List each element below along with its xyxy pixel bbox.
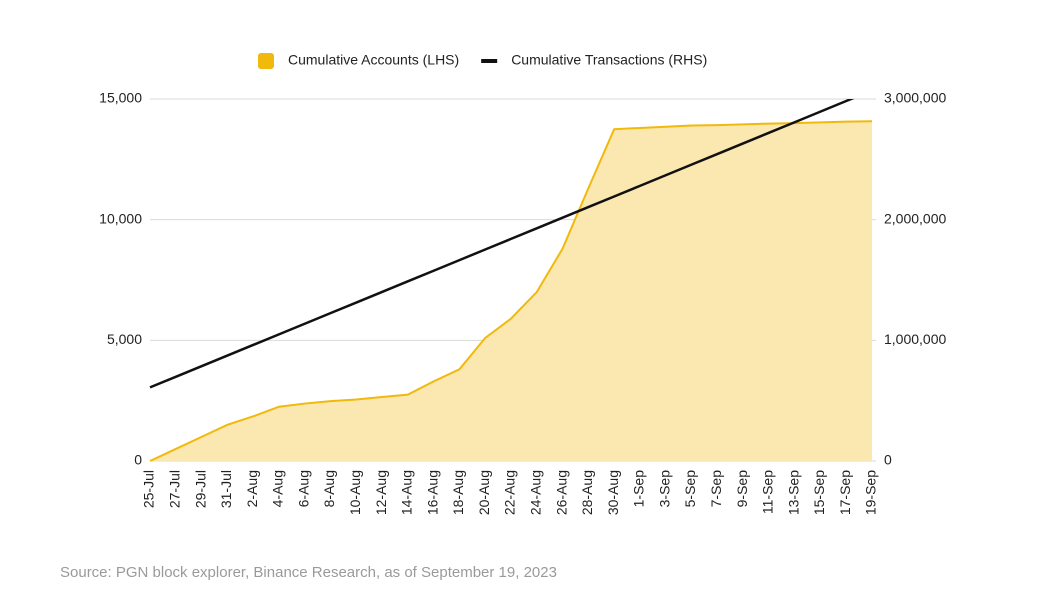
line [149,99,855,389]
y2-tick-label: 2,000,000 [884,210,946,226]
x-tick-label: 8-Aug [321,470,337,507]
x-tick-label: 31-Jul [218,470,234,508]
x-tick-label: 13-Sep [785,470,801,515]
x-tick-label: 24-Aug [527,470,543,515]
plot [149,99,873,462]
y-tick-label: 5,000 [107,331,142,347]
x-tick-label: 12-Aug [373,470,389,515]
x-tick-label: 26-Aug [553,470,569,515]
x-tick-label: 7-Sep [708,470,724,508]
y2-tick-label: 0 [884,452,892,468]
x-tick-label: 22-Aug [502,470,518,515]
x-tick-label: 30-Aug [605,470,621,515]
x-tick-label: 17-Sep [837,470,853,515]
y2-tick-label: 3,000,000 [884,90,946,106]
x-tick-label: 20-Aug [476,470,492,515]
x-tick-label: 29-Jul [192,470,208,508]
area [150,121,872,461]
source-note: Source: PGN block explorer, Binance Rese… [60,564,557,581]
x-tick-label: 1-Sep [631,470,647,508]
y-tick-label: 10,000 [99,210,142,226]
legend-swatch [481,59,498,63]
legend-label: Cumulative Accounts (LHS) [288,52,459,68]
y-tick-label: 0 [134,452,142,468]
x-tick-label: 2-Aug [244,470,260,507]
x-tick-label: 16-Aug [424,470,440,515]
x-tick-label: 10-Aug [347,470,363,515]
x-tick-label: 28-Aug [579,470,595,515]
x-tick-label: 15-Sep [811,470,827,515]
y2-tick-label: 1,000,000 [884,331,946,347]
x-tick-label: 9-Sep [734,470,750,508]
y-tick-label: 15,000 [99,90,142,106]
x-tick-label: 4-Aug [270,470,286,507]
x-tick-label: 25-Jul [141,470,157,508]
x-tick-label: 27-Jul [166,470,182,508]
x-tick-label: 6-Aug [295,470,311,507]
x-tick-label: 5-Sep [682,470,698,508]
x-tick-label: 14-Aug [399,470,415,515]
x-tick-label: 11-Sep [760,470,776,514]
x-tick-label: 18-Aug [450,470,466,515]
area-line [149,120,873,462]
legend-swatch [258,53,274,69]
x-tick-label: 3-Sep [656,470,672,508]
legend-label: Cumulative Transactions (RHS) [511,52,707,68]
x-tick-label: 19-Sep [863,470,879,515]
